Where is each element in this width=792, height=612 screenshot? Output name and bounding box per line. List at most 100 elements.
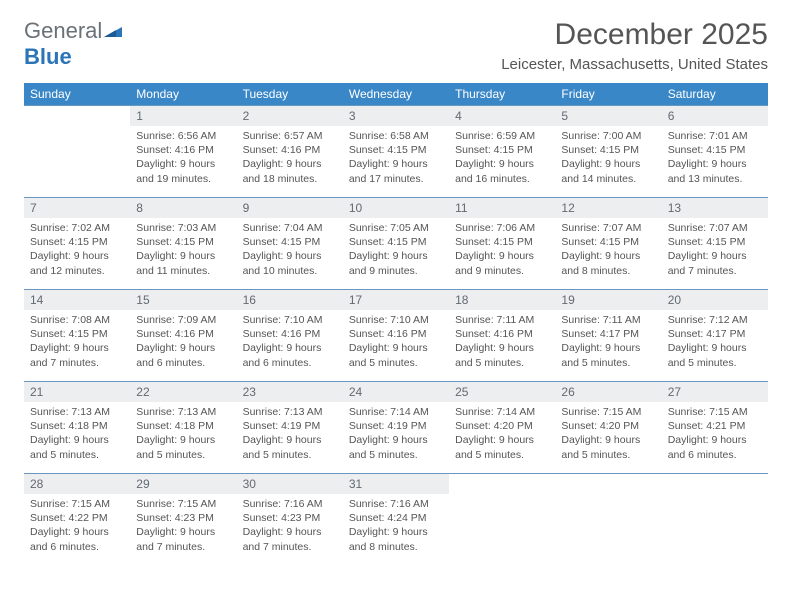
day-data: Sunrise: 7:14 AMSunset: 4:20 PMDaylight:… <box>449 402 555 468</box>
day-data: Sunrise: 7:12 AMSunset: 4:17 PMDaylight:… <box>662 310 768 376</box>
day-number: 24 <box>343 382 449 402</box>
day-data: Sunrise: 7:14 AMSunset: 4:19 PMDaylight:… <box>343 402 449 468</box>
day-data: Sunrise: 7:02 AMSunset: 4:15 PMDaylight:… <box>24 218 130 284</box>
day-data: Sunrise: 7:13 AMSunset: 4:18 PMDaylight:… <box>130 402 236 468</box>
day-data: Sunrise: 7:10 AMSunset: 4:16 PMDaylight:… <box>343 310 449 376</box>
calendar-cell: 19Sunrise: 7:11 AMSunset: 4:17 PMDayligh… <box>555 290 661 382</box>
day-data: Sunrise: 7:13 AMSunset: 4:19 PMDaylight:… <box>237 402 343 468</box>
calendar-cell: 2Sunrise: 6:57 AMSunset: 4:16 PMDaylight… <box>237 106 343 198</box>
calendar-cell: 7Sunrise: 7:02 AMSunset: 4:15 PMDaylight… <box>24 198 130 290</box>
day-number: 8 <box>130 198 236 218</box>
day-data: Sunrise: 7:01 AMSunset: 4:15 PMDaylight:… <box>662 126 768 192</box>
calendar-cell: 1Sunrise: 6:56 AMSunset: 4:16 PMDaylight… <box>130 106 236 198</box>
calendar-cell: 20Sunrise: 7:12 AMSunset: 4:17 PMDayligh… <box>662 290 768 382</box>
day-number: 11 <box>449 198 555 218</box>
logo: General Blue <box>24 18 124 70</box>
calendar-cell: 24Sunrise: 7:14 AMSunset: 4:19 PMDayligh… <box>343 382 449 474</box>
day-number: 13 <box>662 198 768 218</box>
day-number: 22 <box>130 382 236 402</box>
day-number: 16 <box>237 290 343 310</box>
calendar-cell <box>24 106 130 198</box>
day-number: 20 <box>662 290 768 310</box>
day-number: 4 <box>449 106 555 126</box>
weekday-header: Wednesday <box>343 83 449 106</box>
day-number: 29 <box>130 474 236 494</box>
calendar-cell <box>555 474 661 566</box>
day-data: Sunrise: 7:15 AMSunset: 4:21 PMDaylight:… <box>662 402 768 468</box>
calendar-table: SundayMondayTuesdayWednesdayThursdayFrid… <box>24 83 768 566</box>
day-data: Sunrise: 6:56 AMSunset: 4:16 PMDaylight:… <box>130 126 236 192</box>
calendar-cell: 18Sunrise: 7:11 AMSunset: 4:16 PMDayligh… <box>449 290 555 382</box>
day-number: 12 <box>555 198 661 218</box>
header: General Blue December 2025 Leicester, Ma… <box>24 18 768 73</box>
day-number: 28 <box>24 474 130 494</box>
day-number: 15 <box>130 290 236 310</box>
day-number: 14 <box>24 290 130 310</box>
day-data: Sunrise: 7:15 AMSunset: 4:22 PMDaylight:… <box>24 494 130 560</box>
calendar-cell: 14Sunrise: 7:08 AMSunset: 4:15 PMDayligh… <box>24 290 130 382</box>
weekday-header: Thursday <box>449 83 555 106</box>
day-number: 2 <box>237 106 343 126</box>
day-number-empty <box>24 106 130 126</box>
day-number: 3 <box>343 106 449 126</box>
calendar-cell: 9Sunrise: 7:04 AMSunset: 4:15 PMDaylight… <box>237 198 343 290</box>
calendar-cell <box>662 474 768 566</box>
day-data: Sunrise: 6:59 AMSunset: 4:15 PMDaylight:… <box>449 126 555 192</box>
calendar-cell: 17Sunrise: 7:10 AMSunset: 4:16 PMDayligh… <box>343 290 449 382</box>
calendar-week-row: 28Sunrise: 7:15 AMSunset: 4:22 PMDayligh… <box>24 474 768 566</box>
day-data: Sunrise: 6:58 AMSunset: 4:15 PMDaylight:… <box>343 126 449 192</box>
weekday-header: Sunday <box>24 83 130 106</box>
calendar-week-row: 21Sunrise: 7:13 AMSunset: 4:18 PMDayligh… <box>24 382 768 474</box>
day-data: Sunrise: 7:15 AMSunset: 4:23 PMDaylight:… <box>130 494 236 560</box>
calendar-cell: 15Sunrise: 7:09 AMSunset: 4:16 PMDayligh… <box>130 290 236 382</box>
day-data: Sunrise: 7:10 AMSunset: 4:16 PMDaylight:… <box>237 310 343 376</box>
calendar-cell: 8Sunrise: 7:03 AMSunset: 4:15 PMDaylight… <box>130 198 236 290</box>
day-number: 5 <box>555 106 661 126</box>
weekday-header: Saturday <box>662 83 768 106</box>
calendar-cell: 27Sunrise: 7:15 AMSunset: 4:21 PMDayligh… <box>662 382 768 474</box>
day-number: 19 <box>555 290 661 310</box>
calendar-cell: 3Sunrise: 6:58 AMSunset: 4:15 PMDaylight… <box>343 106 449 198</box>
day-number: 30 <box>237 474 343 494</box>
day-number: 27 <box>662 382 768 402</box>
day-data: Sunrise: 7:15 AMSunset: 4:20 PMDaylight:… <box>555 402 661 468</box>
day-data: Sunrise: 7:16 AMSunset: 4:23 PMDaylight:… <box>237 494 343 560</box>
day-data: Sunrise: 7:07 AMSunset: 4:15 PMDaylight:… <box>555 218 661 284</box>
day-number: 25 <box>449 382 555 402</box>
day-data: Sunrise: 7:07 AMSunset: 4:15 PMDaylight:… <box>662 218 768 284</box>
calendar-cell: 23Sunrise: 7:13 AMSunset: 4:19 PMDayligh… <box>237 382 343 474</box>
weekday-header: Tuesday <box>237 83 343 106</box>
day-data: Sunrise: 7:00 AMSunset: 4:15 PMDaylight:… <box>555 126 661 192</box>
calendar-cell <box>449 474 555 566</box>
calendar-cell: 4Sunrise: 6:59 AMSunset: 4:15 PMDaylight… <box>449 106 555 198</box>
calendar-cell: 5Sunrise: 7:00 AMSunset: 4:15 PMDaylight… <box>555 106 661 198</box>
calendar-cell: 31Sunrise: 7:16 AMSunset: 4:24 PMDayligh… <box>343 474 449 566</box>
day-number: 10 <box>343 198 449 218</box>
day-number: 31 <box>343 474 449 494</box>
calendar-cell: 28Sunrise: 7:15 AMSunset: 4:22 PMDayligh… <box>24 474 130 566</box>
calendar-cell: 13Sunrise: 7:07 AMSunset: 4:15 PMDayligh… <box>662 198 768 290</box>
calendar-cell: 22Sunrise: 7:13 AMSunset: 4:18 PMDayligh… <box>130 382 236 474</box>
day-number-empty <box>555 474 661 494</box>
day-data: Sunrise: 7:09 AMSunset: 4:16 PMDaylight:… <box>130 310 236 376</box>
calendar-week-row: 14Sunrise: 7:08 AMSunset: 4:15 PMDayligh… <box>24 290 768 382</box>
weekday-header: Friday <box>555 83 661 106</box>
day-data: Sunrise: 7:11 AMSunset: 4:16 PMDaylight:… <box>449 310 555 376</box>
day-data: Sunrise: 7:13 AMSunset: 4:18 PMDaylight:… <box>24 402 130 468</box>
calendar-week-row: 7Sunrise: 7:02 AMSunset: 4:15 PMDaylight… <box>24 198 768 290</box>
day-number-empty <box>662 474 768 494</box>
calendar-body: 1Sunrise: 6:56 AMSunset: 4:16 PMDaylight… <box>24 106 768 566</box>
day-number: 7 <box>24 198 130 218</box>
day-number-empty <box>449 474 555 494</box>
calendar-cell: 10Sunrise: 7:05 AMSunset: 4:15 PMDayligh… <box>343 198 449 290</box>
day-number: 6 <box>662 106 768 126</box>
calendar-cell: 25Sunrise: 7:14 AMSunset: 4:20 PMDayligh… <box>449 382 555 474</box>
day-data: Sunrise: 7:04 AMSunset: 4:15 PMDaylight:… <box>237 218 343 284</box>
day-number: 1 <box>130 106 236 126</box>
location: Leicester, Massachusetts, United States <box>501 56 768 73</box>
day-data: Sunrise: 7:03 AMSunset: 4:15 PMDaylight:… <box>130 218 236 284</box>
calendar-week-row: 1Sunrise: 6:56 AMSunset: 4:16 PMDaylight… <box>24 106 768 198</box>
weekday-header: Monday <box>130 83 236 106</box>
day-number: 21 <box>24 382 130 402</box>
day-number: 23 <box>237 382 343 402</box>
